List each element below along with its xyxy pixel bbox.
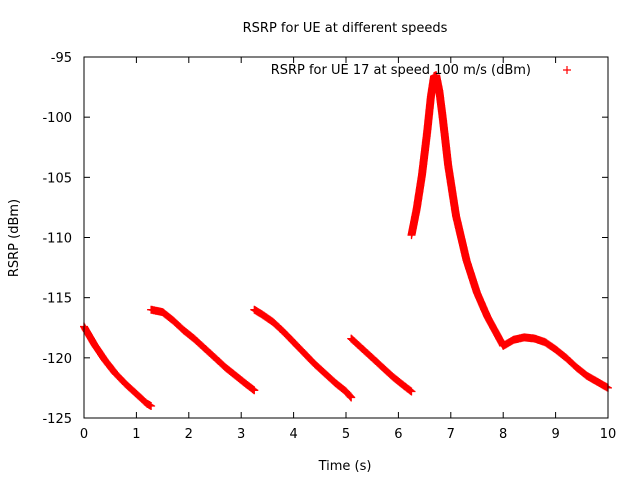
series-0: [80, 71, 612, 410]
y-tick-label: -120: [42, 352, 72, 367]
chart-title: RSRP for UE at different speeds: [243, 21, 448, 36]
series-segment: [147, 305, 259, 395]
y-tick-label: -115: [42, 292, 72, 307]
x-tick-label: 4: [289, 427, 297, 442]
y-tick-label: -125: [42, 412, 72, 427]
x-tick-label: 7: [447, 427, 455, 442]
y-tick-label: -100: [42, 111, 72, 126]
legend: RSRP for UE 17 at speed 100 m/s (dBm): [271, 63, 571, 78]
x-tick-label: 1: [132, 427, 140, 442]
x-tick-label: 5: [342, 427, 350, 442]
y-axis-label: RSRP (dBm): [7, 199, 22, 277]
y-tick-label: -110: [42, 232, 72, 247]
x-tick-label: 9: [551, 427, 559, 442]
x-tick-label: 6: [394, 427, 402, 442]
series-segment: [250, 305, 356, 402]
x-tick-label: 3: [237, 427, 245, 442]
x-tick-label: 2: [185, 427, 193, 442]
plot-frame: [83, 56, 609, 419]
x-tick-label: 0: [80, 427, 88, 442]
y-tick-label: -105: [42, 171, 72, 186]
legend-marker: [563, 66, 571, 74]
legend-label: RSRP for UE 17 at speed 100 m/s (dBm): [271, 63, 531, 78]
x-tick-label: 10: [600, 427, 617, 442]
series-segment: [80, 322, 156, 410]
plot-data: [80, 71, 612, 410]
y-tick-label: -95: [51, 51, 72, 66]
axis-ticks: 0 1 2 3 4 5 6 7 8 9 10 -95 -100 -105 -110 -115 -120 -125: [42, 51, 616, 442]
series-segment: [499, 333, 612, 392]
x-axis-label: Time (s): [318, 459, 372, 474]
series-segment: [347, 334, 416, 396]
x-tick-label: 8: [499, 427, 507, 442]
series-segment: [407, 71, 508, 350]
